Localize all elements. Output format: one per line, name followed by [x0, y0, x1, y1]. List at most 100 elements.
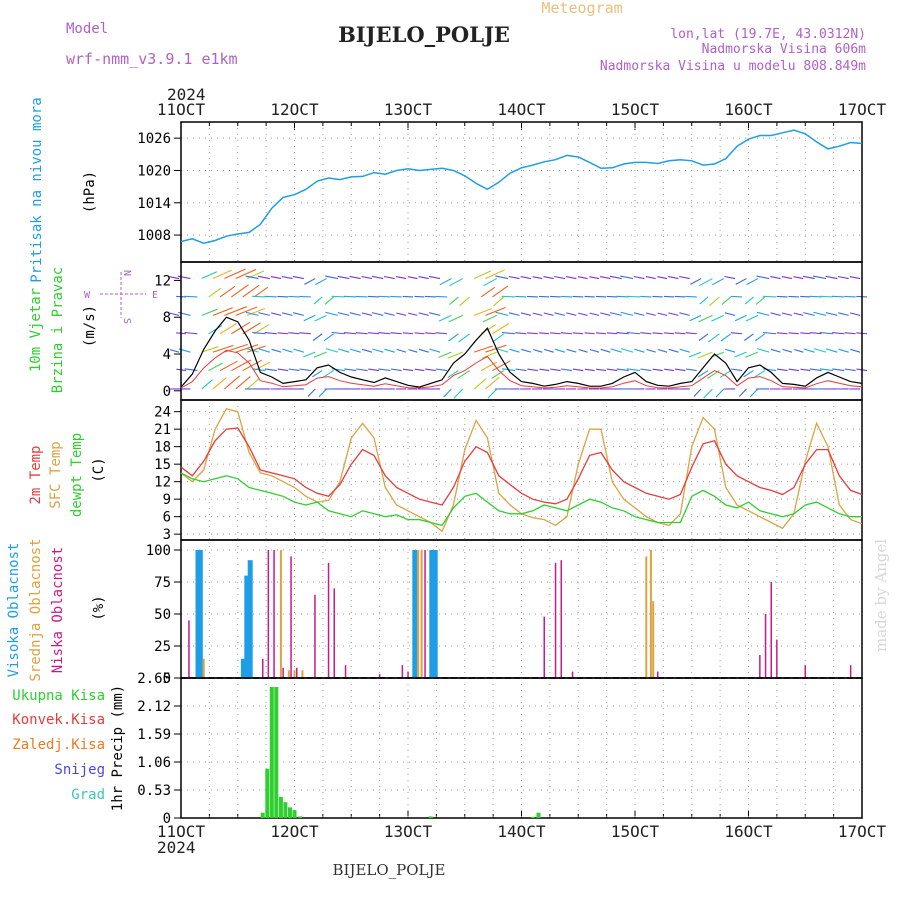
wind-arrow	[688, 351, 702, 358]
wind-arrow	[832, 332, 845, 335]
wind-arrow	[831, 295, 845, 298]
x-tick-label-top: 15OCT	[611, 100, 660, 119]
wind-arrow	[543, 312, 554, 316]
wind-arrow	[674, 295, 686, 298]
wind-arrow	[492, 285, 509, 298]
wind-arrow	[825, 275, 838, 280]
wind-arrow	[201, 308, 218, 316]
y-tick-label: 1008	[137, 228, 171, 244]
low-cloud-bar	[407, 671, 409, 678]
wind-arrow	[674, 368, 686, 372]
low-cloud-bar	[296, 667, 298, 678]
wind-arrow	[724, 312, 736, 316]
side-labels: Pritisak na nivou mora (hPa) 10m Vjetar Brz…	[6, 97, 126, 811]
wind-arrow	[235, 306, 258, 316]
wind-arrow	[802, 275, 815, 280]
wind-arrow	[515, 295, 527, 298]
wind-arrow	[550, 295, 561, 298]
wind-arrow	[626, 368, 641, 372]
wind-arrow	[788, 295, 799, 298]
wind-unit-label: (m/s)	[82, 305, 98, 347]
model-label: Model	[66, 21, 108, 37]
wind-arrow	[679, 312, 690, 316]
wind-arrow	[762, 331, 777, 335]
wind-arrow	[721, 296, 732, 306]
wind-arrow	[212, 307, 233, 316]
y-tick-label: 18	[154, 440, 171, 456]
low-cloud-bar	[290, 556, 292, 678]
wind-arrow	[646, 348, 656, 353]
low-cloud-bar	[543, 616, 545, 678]
wind-axis-title-2: Brzina i Pravac	[50, 267, 66, 393]
wind-arrow	[756, 275, 770, 280]
wind-arrow	[715, 388, 725, 398]
low-cloud-bar	[333, 588, 335, 678]
wind-arrow	[485, 269, 505, 280]
wind-arrow	[595, 332, 607, 335]
compass-south: S	[121, 318, 132, 324]
x-tick-label-bottom: 17OCT	[838, 822, 887, 841]
wind-arrow	[668, 276, 679, 280]
low-cloud-bar	[314, 594, 316, 678]
wind-arrow	[492, 322, 510, 335]
wind-arrow	[408, 349, 418, 353]
wind-arrow	[480, 286, 496, 298]
low-cloud-bar	[571, 671, 574, 678]
y-tick-label: 0	[163, 811, 171, 827]
wind-arrow	[565, 276, 577, 280]
wind-arrow	[402, 332, 414, 335]
high-cloud-bar	[432, 550, 438, 678]
wind-arrow	[281, 312, 293, 316]
wind-arrow	[288, 368, 300, 372]
wind-arrow	[838, 312, 849, 316]
year-label-top: 2024	[167, 85, 206, 104]
wind-arrow	[532, 312, 543, 316]
mid-cloud-bar	[649, 550, 652, 678]
x-tick-label-top: 16OCT	[724, 100, 773, 119]
wind-arrow	[754, 370, 766, 378]
wind-arrow	[509, 348, 520, 353]
wind-arrow	[361, 348, 373, 353]
low-cloud-bar	[401, 665, 404, 678]
wind-arrow	[664, 332, 675, 335]
cloud-unit-label: (%)	[91, 595, 107, 620]
wind-arrow	[344, 368, 357, 372]
wind-arrow	[458, 333, 471, 343]
product-title: Meteogram	[541, 0, 622, 17]
wind-arrow	[813, 311, 827, 316]
wind-gust-line	[180, 349, 863, 389]
wind-arrow	[292, 275, 304, 280]
wind-arrow	[425, 332, 436, 335]
wind-arrow	[720, 333, 732, 342]
wind-arrow	[679, 348, 690, 353]
graupel-legend: Grad	[71, 787, 105, 803]
mid-cloud-bar	[287, 670, 290, 678]
wind-arrow	[337, 275, 350, 280]
y-tick-label: 12	[154, 475, 171, 491]
wind-arrow	[626, 331, 641, 335]
wind-arrow	[616, 332, 629, 335]
wind-arrow	[337, 312, 350, 316]
wind-arrow	[356, 368, 368, 372]
wind-arrow	[184, 331, 198, 335]
wind-arrow	[338, 348, 350, 353]
wind-arrow	[312, 370, 323, 378]
wind-arrow	[578, 348, 588, 353]
wind-arrow	[849, 276, 861, 280]
wind-arrow	[482, 314, 498, 323]
y-tick-label: 15	[154, 457, 171, 473]
wind-arrow	[532, 348, 543, 353]
high-cloud-axis-title: Visoka Oblacnost	[6, 543, 22, 678]
y-tick-label: 0.53	[137, 783, 171, 799]
wind-arrow	[418, 276, 429, 280]
total-precip-legend: Ukupna Kisa	[12, 688, 105, 704]
wind-arrow	[435, 295, 448, 298]
wind-arrow	[487, 388, 498, 399]
mid-cloud-axis-title: Srednja Oblacnost	[28, 538, 44, 681]
wind-arrow	[252, 331, 266, 335]
x-tick-label-bottom: 11OCT	[157, 822, 206, 841]
precip-unit-label: 1hr Precip (mm)	[110, 685, 126, 811]
precip-bar	[278, 796, 283, 818]
